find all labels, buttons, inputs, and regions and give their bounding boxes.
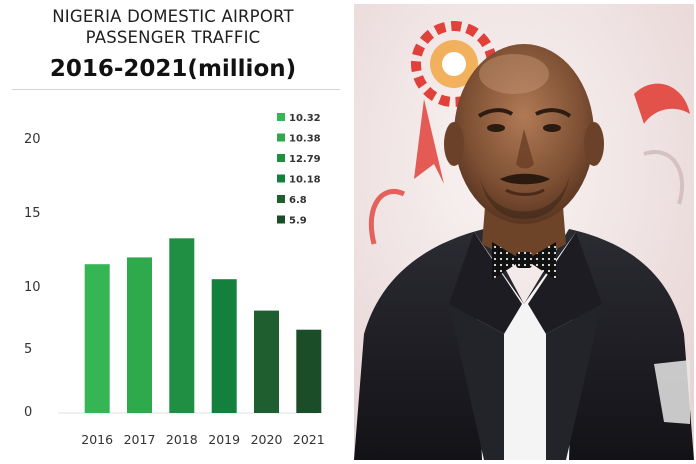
- x-tick-label: 2017: [124, 432, 156, 447]
- x-tick-label: 2021: [293, 432, 325, 447]
- legend-entry: 10.32: [289, 113, 321, 124]
- bar-2016: [84, 264, 110, 413]
- legend-swatch: [277, 174, 285, 183]
- legend-entry: 10.38: [289, 134, 321, 145]
- chart-title: NIGERIA DOMESTIC AIRPORT PASSENGER TRAFF…: [52, 7, 294, 47]
- legend-swatch: [277, 195, 285, 203]
- y-tick-label: 10: [24, 280, 41, 295]
- y-tick-label: 20: [24, 132, 41, 147]
- legend-swatch: [277, 133, 285, 142]
- legend-swatch: [277, 215, 285, 224]
- legend-entry: 12.79: [289, 154, 321, 165]
- bar-2020: [254, 310, 279, 413]
- title-divider: [12, 89, 340, 90]
- legend-swatch: [277, 154, 285, 162]
- x-tick-label: 2020: [251, 432, 283, 447]
- legend-entry: 10.18: [289, 175, 321, 186]
- x-tick-label: 2016: [81, 432, 113, 447]
- bow-tie: [492, 242, 556, 280]
- chart-panel: NIGERIA DOMESTIC AIRPORT PASSENGER TRAFF…: [0, 0, 346, 464]
- legend-entry: 5.9: [289, 216, 307, 227]
- y-tick-label: 15: [24, 206, 41, 221]
- bar-2019: [211, 279, 237, 413]
- legend-entry: 6.8: [289, 195, 307, 206]
- legend-swatch: [277, 113, 285, 121]
- bar-chart: 0 5 10 15 20 2016 2017 2018 2019 2020 2021 10.32 10.…: [24, 113, 325, 447]
- bar-2018: [169, 238, 195, 413]
- portrait-image: [354, 4, 694, 460]
- x-tick-label: 2019: [208, 432, 240, 447]
- x-tick-label: 2018: [166, 432, 198, 447]
- y-tick-label: 5: [24, 342, 32, 357]
- bar-2021: [296, 329, 322, 413]
- portrait-photo: [354, 4, 694, 460]
- bar-2017: [127, 257, 152, 413]
- y-tick-label: 0: [24, 405, 32, 420]
- chart-subtitle: 2016-2021(million): [49, 56, 297, 82]
